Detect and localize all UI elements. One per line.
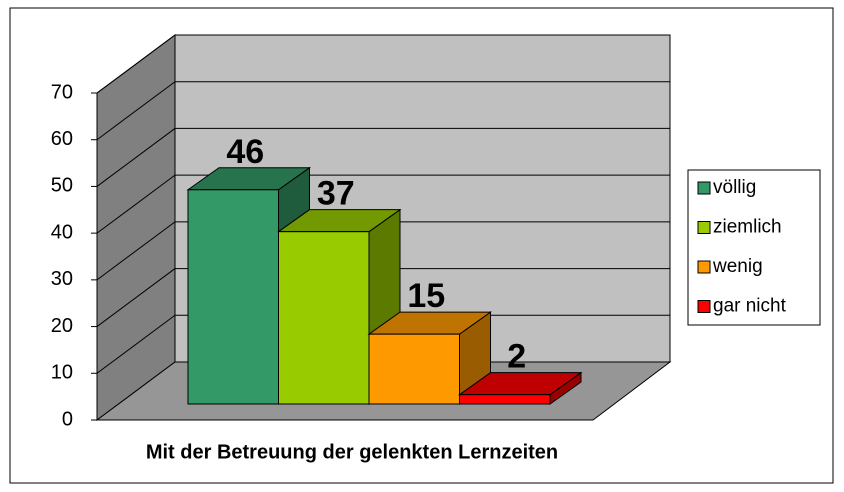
legend-swatch bbox=[697, 221, 711, 234]
y-tick-label: 50 bbox=[51, 175, 73, 197]
legend-label: gar nicht bbox=[713, 296, 787, 317]
grid-line bbox=[96, 174, 176, 234]
legend-swatch bbox=[697, 181, 711, 195]
y-tick-label: 70 bbox=[51, 81, 73, 103]
bar bbox=[278, 231, 370, 405]
y-tick-label: 60 bbox=[51, 128, 73, 150]
bar bbox=[368, 333, 460, 405]
side-wall bbox=[96, 34, 176, 421]
bar bbox=[187, 189, 279, 405]
grid-line bbox=[96, 268, 176, 327]
grid-line bbox=[96, 221, 176, 281]
grid-line bbox=[96, 314, 176, 374]
legend-label: wenig bbox=[712, 256, 763, 277]
legend bbox=[687, 169, 821, 326]
x-axis-title: Mit der Betreuung der gelenkten Lernzeit… bbox=[146, 441, 558, 463]
data-label: 46 bbox=[226, 133, 264, 171]
grid-line bbox=[96, 81, 176, 141]
legend-label: ziemlich bbox=[713, 217, 782, 238]
y-tick-label: 30 bbox=[51, 268, 73, 290]
bar bbox=[459, 394, 551, 405]
data-label: 2 bbox=[507, 338, 526, 376]
y-tick-label: 20 bbox=[51, 315, 73, 337]
grid-line bbox=[96, 128, 176, 187]
legend-swatch bbox=[697, 300, 711, 313]
data-label: 15 bbox=[407, 277, 445, 315]
y-tick-label: 0 bbox=[62, 408, 73, 430]
y-tick-label: 10 bbox=[51, 362, 73, 384]
y-tick-label: 40 bbox=[51, 221, 73, 243]
legend-label: völlig bbox=[713, 177, 756, 198]
legend-swatch bbox=[697, 260, 711, 274]
grid-line bbox=[96, 34, 176, 94]
data-label: 37 bbox=[317, 175, 355, 213]
